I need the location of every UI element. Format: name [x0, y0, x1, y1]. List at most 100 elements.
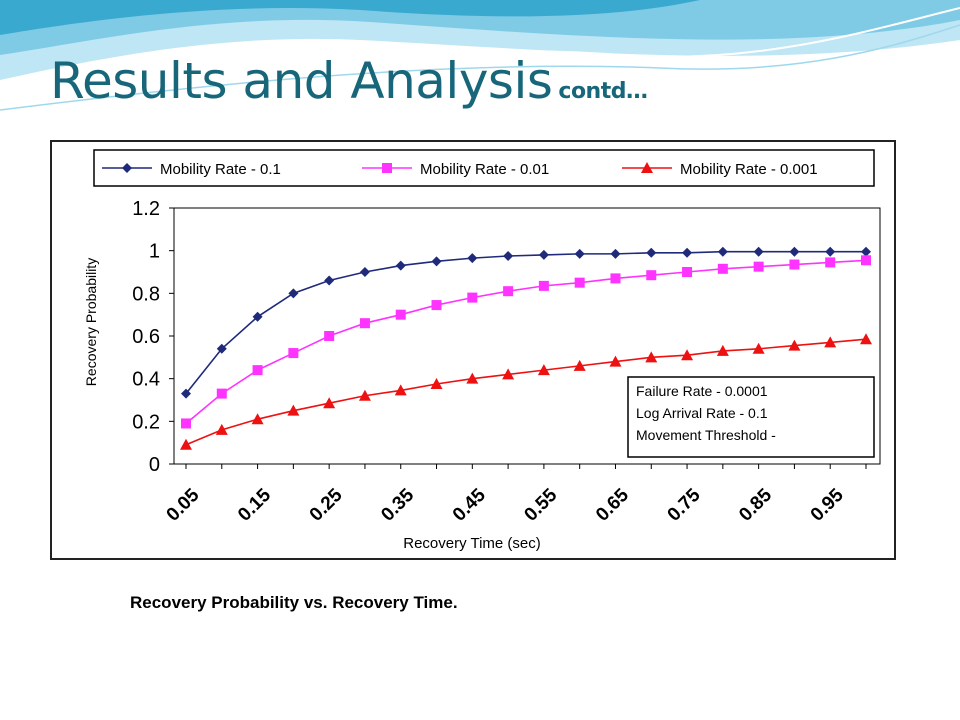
data-point [788, 339, 801, 351]
data-point [181, 388, 191, 399]
data-point [324, 331, 335, 341]
data-point [646, 247, 657, 258]
data-point [574, 248, 585, 259]
data-point [861, 246, 871, 257]
data-point [825, 257, 836, 268]
data-point [394, 384, 407, 396]
data-point [860, 333, 872, 345]
y-tick-label: 0 [149, 454, 160, 476]
data-point [216, 388, 227, 399]
data-point [288, 288, 299, 299]
data-point [181, 418, 191, 429]
data-point [430, 378, 443, 389]
data-point [395, 309, 406, 320]
data-point [466, 372, 479, 384]
series-line [185, 259, 867, 425]
data-point [645, 351, 658, 363]
x-tick-label: 0.75 [664, 484, 705, 525]
data-point [573, 359, 586, 371]
annotation-box: Failure Rate - 0.0001 Log Arrival Rate -… [627, 376, 875, 458]
x-tick-label: 0.65 [592, 484, 633, 525]
wave-dark [0, 0, 700, 35]
chart-container: Mobility Rate - 0.1 Mobility Rate - 0.01 M… [50, 140, 896, 560]
series-line [185, 338, 867, 446]
data-point [288, 348, 299, 359]
data-point [610, 248, 621, 259]
y-tick-label: 1.2 [132, 198, 160, 220]
data-point [537, 364, 550, 376]
data-point [324, 275, 335, 286]
wave-line-1 [0, 7, 960, 96]
data-point [609, 355, 622, 367]
data-point [861, 255, 871, 266]
y-axis-label: Recovery Probability [83, 258, 99, 386]
data-point [825, 246, 836, 257]
data-point [753, 261, 764, 272]
data-point [717, 246, 728, 257]
y-axis: 0 0.2 0.4 0.6 0.8 1 1.2 [132, 198, 174, 476]
data-point [467, 292, 478, 303]
data-point [716, 344, 729, 356]
data-point [502, 368, 515, 380]
x-tick-label: 0.55 [520, 484, 561, 525]
data-point [681, 349, 694, 361]
wave-line-2 [0, 24, 960, 111]
x-tick-label: 0.15 [234, 484, 275, 525]
data-point [252, 365, 263, 376]
y-tick-label: 1 [149, 241, 160, 263]
data-point [287, 404, 300, 416]
data-point [395, 260, 406, 271]
slide-title: Results and Analysis contd… [50, 52, 648, 110]
data-point [789, 246, 800, 257]
legend-item-1: Mobility Rate - 0.1 [102, 161, 281, 178]
header-wave-decoration [0, 0, 960, 111]
data-point [789, 259, 800, 270]
data-point [682, 267, 693, 277]
x-tick-label: 0.25 [306, 484, 347, 525]
slide-title-main: Results and Analysis [50, 52, 553, 110]
recovery-chart: Mobility Rate - 0.1 Mobility Rate - 0.01 M… [83, 149, 881, 552]
x-axis-label: Recovery Time (sec) [403, 535, 541, 552]
data-point [752, 342, 765, 354]
y-tick-label: 0.8 [132, 283, 160, 305]
legend-box [93, 149, 875, 187]
data-point [574, 277, 585, 288]
data-point [216, 343, 227, 354]
series-3 [180, 333, 872, 450]
legend-swatch-marker [382, 163, 392, 173]
annotation-line-1: Failure Rate - 0.0001 [636, 383, 768, 399]
legend-swatch-marker [641, 162, 653, 173]
data-point [215, 423, 228, 435]
series-1 [181, 246, 871, 399]
plot-area [173, 207, 881, 465]
y-tick-label: 0.2 [132, 411, 160, 433]
data-point [717, 263, 728, 274]
legend-label: Mobility Rate - 0.01 [420, 161, 549, 178]
y-tick-label: 0.4 [132, 369, 160, 391]
data-point [610, 273, 621, 284]
data-point [180, 438, 192, 450]
data-point [252, 311, 263, 322]
annotation-frame [627, 376, 875, 458]
figure-caption: Recovery Probability vs. Recovery Time. [130, 593, 458, 612]
x-tick-label: 0.95 [807, 484, 848, 525]
legend: Mobility Rate - 0.1 Mobility Rate - 0.01 M… [93, 149, 875, 187]
data-point [251, 413, 264, 425]
x-tick-label: 0.35 [377, 484, 418, 525]
slide-title-suffix: contd… [558, 79, 648, 104]
y-axis-title: Recovery Probability [83, 258, 99, 386]
data-point [824, 336, 837, 348]
data-point [538, 249, 549, 260]
series-2 [181, 255, 871, 429]
data-point [323, 397, 336, 409]
data-point [431, 300, 442, 311]
legend-swatch-marker [122, 163, 132, 173]
x-tick-label: 0.45 [449, 484, 490, 525]
series-line [185, 250, 866, 395]
data-point [503, 286, 514, 297]
data-point [538, 280, 549, 291]
x-tick-label: 0.05 [163, 484, 204, 525]
legend-item-3: Mobility Rate - 0.001 [622, 161, 818, 178]
legend-label: Mobility Rate - 0.1 [160, 161, 281, 178]
data-point [646, 270, 657, 281]
